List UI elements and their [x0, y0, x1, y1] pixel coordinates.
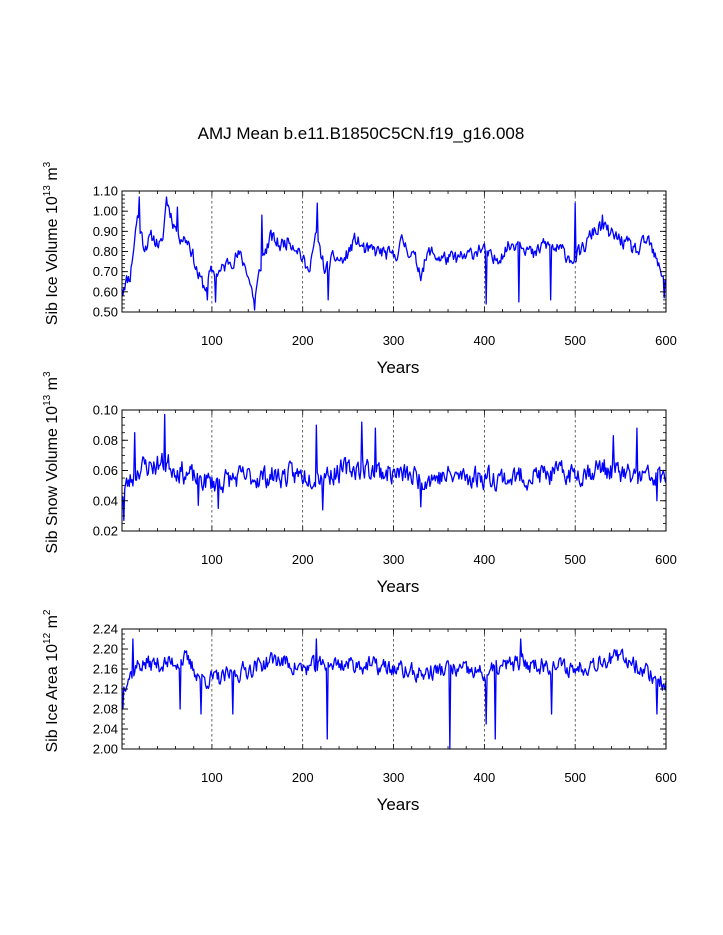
y-tick-label: 2.00	[93, 742, 118, 757]
y-tick-label: 0.70	[93, 264, 118, 279]
y-tick-label: 0.04	[93, 493, 118, 508]
y-tick-label: 2.12	[93, 682, 118, 697]
y-tick-label: 2.16	[93, 662, 118, 677]
y-tick-label: 0.08	[93, 433, 118, 448]
x-tick-label: 600	[655, 333, 677, 348]
x-axis-label: Years	[377, 358, 420, 377]
x-tick-label: 300	[383, 333, 405, 348]
x-axis-label: Years	[377, 577, 420, 596]
y-tick-label: 2.08	[93, 702, 118, 717]
series-line	[121, 413, 667, 522]
y-tick-label: 2.04	[93, 722, 118, 737]
x-tick-label: 100	[201, 770, 223, 785]
chart-title: AMJ Mean b.e11.B1850C5CN.f19_g16.008	[198, 124, 525, 143]
y-tick-label: 2.20	[93, 642, 118, 657]
chart-panel-2: 100 200 300 400 500 600 0.02 0.04 0.06 0.08 0.10 Ye…	[42, 371, 677, 596]
x-tick-label: 600	[655, 552, 677, 567]
y-tick-label: 0.02	[93, 524, 118, 539]
x-tick-label: 400	[474, 552, 496, 567]
chart-panel-3: 100 200 300 400 500 600 2.00 2.04 2.08 2.12 2.16 2.…	[42, 609, 677, 814]
y-tick-label: 1.10	[93, 184, 118, 199]
y-axis-label: Sib Ice Volume 1013 m3	[42, 161, 61, 325]
plot-frame	[121, 628, 667, 750]
x-tick-label: 200	[292, 552, 314, 567]
series-line	[121, 196, 667, 311]
chart-panel-1: 100 200 300 400 500 600 0.50 0.60 0.70 0.80 0.90 1.…	[42, 161, 677, 377]
x-tick-label: 500	[564, 552, 586, 567]
x-axis-label: Years	[377, 795, 420, 814]
x-tick-label: 300	[383, 770, 405, 785]
series-line	[121, 638, 667, 750]
y-tick-label: 0.10	[93, 403, 118, 418]
y-axis-label: Sib Snow Volume 1013 m3	[42, 371, 61, 554]
x-tick-label: 500	[564, 770, 586, 785]
x-tick-label: 500	[564, 333, 586, 348]
x-tick-label: 200	[292, 333, 314, 348]
x-tick-label: 100	[201, 552, 223, 567]
y-tick-label: 0.50	[93, 305, 118, 320]
y-tick-label: 0.90	[93, 224, 118, 239]
x-tick-label: 100	[201, 333, 223, 348]
x-tick-label: 200	[292, 770, 314, 785]
y-axis-label: Sib Ice Area 1012 m2	[42, 609, 61, 752]
x-tick-label: 400	[474, 333, 496, 348]
y-tick-label: 0.60	[93, 284, 118, 299]
y-tick-label: 0.06	[93, 463, 118, 478]
y-tick-label: 1.00	[93, 204, 118, 219]
x-tick-label: 400	[474, 770, 496, 785]
x-tick-label: 600	[655, 770, 677, 785]
y-tick-label: 2.24	[93, 622, 118, 637]
x-tick-label: 300	[383, 552, 405, 567]
y-tick-label: 0.80	[93, 244, 118, 259]
